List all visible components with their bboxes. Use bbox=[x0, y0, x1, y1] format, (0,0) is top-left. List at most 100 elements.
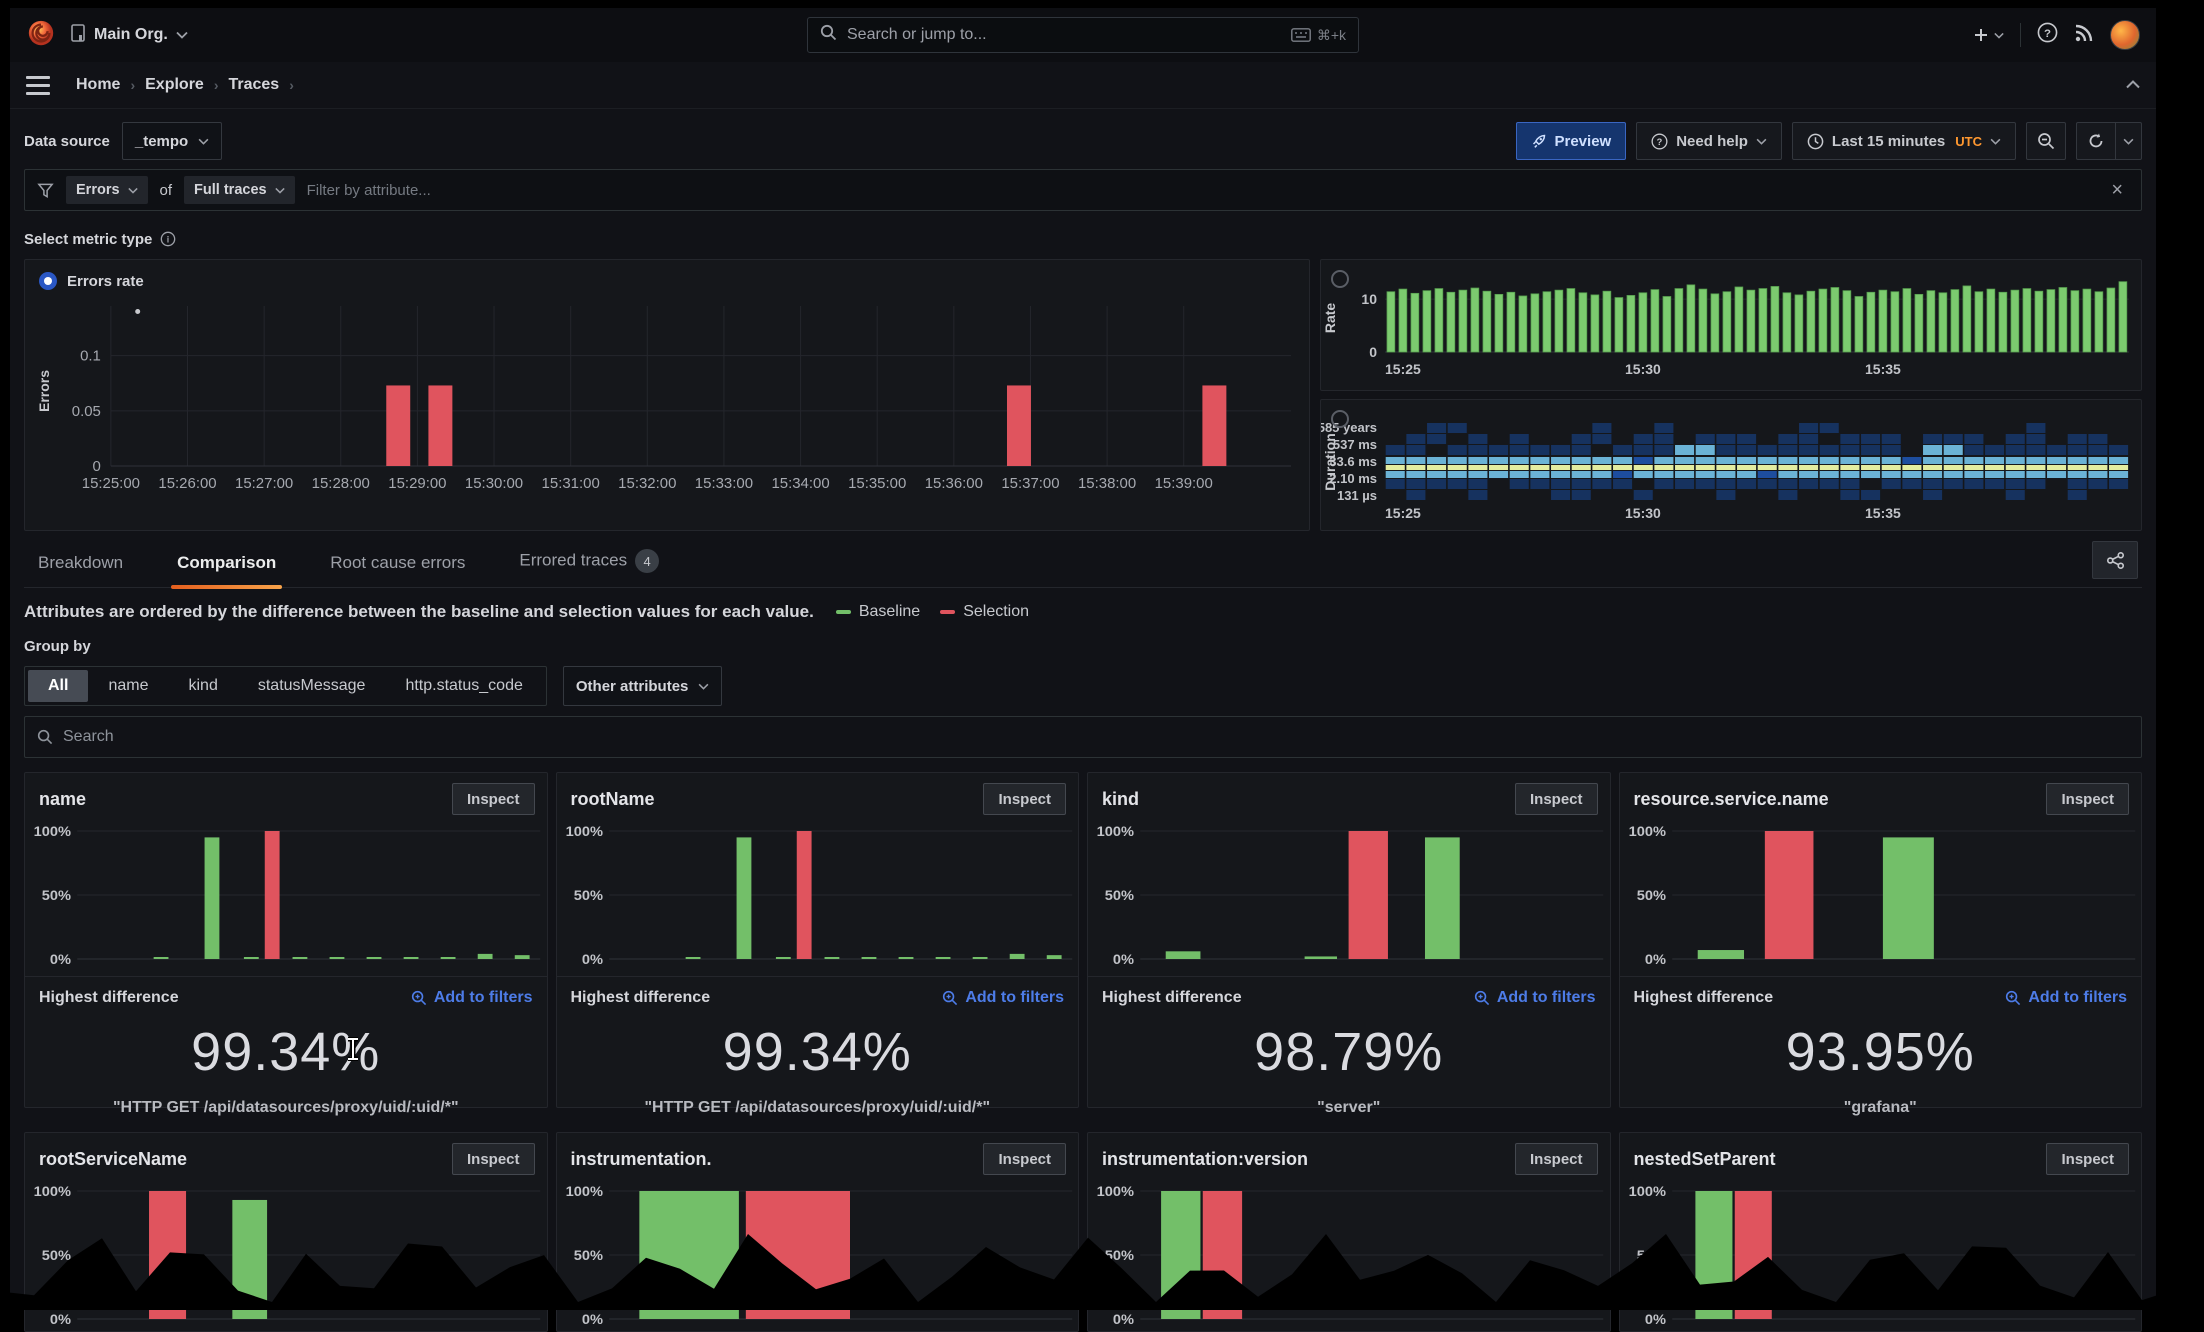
torn-edge-decoration bbox=[0, 1234, 2204, 1310]
preview-button[interactable]: Preview bbox=[1515, 122, 1627, 160]
errors-rate-chart[interactable]: 0 0.05 0.1 15:25:00 15:26:00 15:27:00 15:28:00… bbox=[33, 296, 1301, 521]
refresh-interval-caret[interactable] bbox=[2116, 122, 2142, 160]
divider bbox=[556, 976, 1078, 977]
search-placeholder: Search or jump to... bbox=[847, 26, 987, 43]
scope-filter-select[interactable]: Full traces bbox=[184, 176, 295, 204]
search-plus-icon bbox=[943, 990, 958, 1006]
svg-text:15:33:00: 15:33:00 bbox=[695, 475, 753, 492]
need-help-button[interactable]: ? Need help bbox=[1636, 122, 1782, 160]
top-nav: Main Org. Search or jump to... ⌘+k ? bbox=[10, 8, 2156, 62]
inspect-button[interactable]: Inspect bbox=[451, 783, 535, 815]
highest-difference-attribute: "HTTP GET /api/datasources/proxy/uid/:ui… bbox=[644, 1099, 991, 1116]
chevron-down-icon bbox=[2123, 138, 2134, 145]
attribute-search-input[interactable]: Search bbox=[24, 716, 2142, 758]
breadcrumb-item-traces[interactable]: Traces bbox=[228, 76, 280, 93]
tab-comparison[interactable]: Comparison bbox=[171, 553, 283, 589]
add-to-filters-link[interactable]: Add to filters bbox=[942, 989, 1064, 1007]
legend-item-selection[interactable]: Selection bbox=[940, 603, 1029, 621]
legend-item-baseline[interactable]: Baseline bbox=[835, 603, 920, 621]
help-icon[interactable]: ? bbox=[2037, 22, 2058, 48]
breadcrumb-item-explore[interactable]: Explore bbox=[145, 76, 204, 93]
svg-text:33.6 ms: 33.6 ms bbox=[1329, 454, 1377, 469]
svg-text:100%: 100% bbox=[1097, 1184, 1135, 1200]
card-mini-chart[interactable]: 100% 50% 0% bbox=[1088, 817, 1610, 968]
timezone-label: UTC bbox=[1955, 133, 1982, 149]
svg-text:15:32:00: 15:32:00 bbox=[618, 475, 676, 492]
metric-filter-select[interactable]: Errors bbox=[66, 176, 148, 204]
info-icon[interactable]: i bbox=[160, 231, 176, 247]
svg-text:0%: 0% bbox=[581, 1312, 602, 1327]
svg-text:15:34:00: 15:34:00 bbox=[771, 475, 829, 492]
rate-radio[interactable] bbox=[1331, 270, 1349, 288]
close-icon[interactable]: × bbox=[2111, 178, 2123, 201]
search-plus-icon bbox=[2006, 990, 2021, 1006]
add-to-filters-link[interactable]: Add to filters bbox=[411, 989, 533, 1007]
svg-text:2.10 ms: 2.10 ms bbox=[1329, 471, 1377, 486]
refresh-button[interactable] bbox=[2076, 122, 2116, 160]
grafana-window: Main Org. Search or jump to... ⌘+k ? bbox=[10, 8, 2156, 1332]
inspect-button[interactable]: Inspect bbox=[1514, 783, 1598, 815]
highest-difference-value: 99.34% bbox=[722, 1022, 912, 1082]
breadcrumb-bar: Home › Explore › Traces › bbox=[10, 62, 2156, 109]
explore-toolbar: Data source _tempo Preview ? Need help L… bbox=[24, 121, 2142, 161]
grafana-logo-icon[interactable] bbox=[26, 18, 56, 53]
global-search-input[interactable]: Search or jump to... ⌘+k bbox=[807, 17, 1359, 53]
data-source-select[interactable]: _tempo bbox=[121, 122, 223, 160]
mouse-cursor bbox=[348, 1037, 358, 1061]
rate-chart[interactable]: 10 0 15:25 15:30 15:35 Rate bbox=[1321, 260, 2141, 390]
errors-rate-radio[interactable] bbox=[39, 272, 57, 290]
tab-breakdown[interactable]: Breakdown bbox=[38, 553, 124, 572]
add-to-filters-link[interactable]: Add to filters bbox=[2005, 989, 2127, 1007]
time-range-picker[interactable]: Last 15 minutes UTC bbox=[1791, 122, 2016, 160]
highest-difference-attribute: "server" bbox=[1317, 1099, 1381, 1116]
svg-text:0%: 0% bbox=[1644, 952, 1665, 967]
svg-text:537 ms: 537 ms bbox=[1333, 437, 1377, 452]
chevron-up-icon[interactable] bbox=[2126, 76, 2140, 94]
new-button[interactable] bbox=[1973, 27, 2004, 43]
search-plus-icon bbox=[1474, 990, 1489, 1006]
inspect-button[interactable]: Inspect bbox=[451, 1143, 535, 1175]
news-rss-icon[interactable] bbox=[2074, 23, 2094, 48]
group-by-option-all[interactable]: All bbox=[28, 670, 89, 702]
share-icon bbox=[2106, 551, 2124, 569]
inspect-button[interactable]: Inspect bbox=[983, 783, 1066, 815]
svg-text:?: ? bbox=[1657, 136, 1663, 146]
other-attributes-select[interactable]: Other attributes bbox=[562, 666, 723, 706]
data-source-label: Data source bbox=[24, 132, 110, 150]
svg-text:15:30:00: 15:30:00 bbox=[465, 475, 523, 492]
duration-heatmap[interactable]: 585 years 537 ms 33.6 ms 2.10 ms 131 µs 15:25… bbox=[1318, 400, 2141, 530]
menu-toggle-icon[interactable] bbox=[26, 75, 50, 95]
rate-panel: 10 0 15:25 15:30 15:35 Rate bbox=[1320, 259, 2142, 391]
card-mini-chart[interactable]: 100% 50% 0% bbox=[25, 817, 547, 968]
svg-text:15:31:00: 15:31:00 bbox=[542, 475, 600, 492]
user-avatar[interactable] bbox=[2110, 20, 2140, 50]
share-button[interactable] bbox=[2092, 541, 2138, 579]
org-switcher[interactable]: Main Org. bbox=[70, 23, 188, 47]
chevron-down-icon bbox=[176, 26, 188, 44]
tab-errored-traces[interactable]: Errored traces 4 bbox=[513, 549, 665, 587]
group-by-option-name[interactable]: name bbox=[108, 677, 149, 694]
tab-root-cause-errors[interactable]: Root cause errors bbox=[330, 553, 466, 572]
add-to-filters-link[interactable]: Add to filters bbox=[1474, 989, 1596, 1007]
divider bbox=[1619, 976, 2141, 977]
group-by-option-statusmessage[interactable]: statusMessage bbox=[257, 677, 366, 694]
inspect-button[interactable]: Inspect bbox=[983, 1143, 1066, 1175]
attribute-filter-input[interactable]: Filter by attribute... bbox=[306, 181, 431, 199]
highest-difference-attribute: "grafana" bbox=[1843, 1099, 1917, 1116]
zoom-out-button[interactable] bbox=[2026, 122, 2066, 160]
inspect-button[interactable]: Inspect bbox=[2046, 1143, 2129, 1175]
svg-text:0.05: 0.05 bbox=[72, 403, 101, 420]
card-title: rootName bbox=[570, 788, 655, 809]
duration-radio[interactable] bbox=[1331, 410, 1349, 428]
inspect-button[interactable]: Inspect bbox=[2046, 783, 2129, 815]
chevron-down-icon bbox=[198, 138, 209, 145]
svg-text:15:30: 15:30 bbox=[1625, 361, 1661, 377]
card-mini-chart[interactable]: 100% 50% 0% bbox=[557, 817, 1079, 968]
svg-text:15:35: 15:35 bbox=[1865, 361, 1901, 377]
group-by-option-http.status_code[interactable]: http.status_code bbox=[405, 677, 523, 694]
card-mini-chart[interactable]: 100% 50% 0% bbox=[1620, 817, 2142, 968]
breadcrumb-item-home[interactable]: Home bbox=[76, 76, 121, 93]
inspect-button[interactable]: Inspect bbox=[1514, 1143, 1598, 1175]
group-by-option-kind[interactable]: kind bbox=[188, 677, 218, 694]
funnel-icon bbox=[37, 183, 54, 198]
